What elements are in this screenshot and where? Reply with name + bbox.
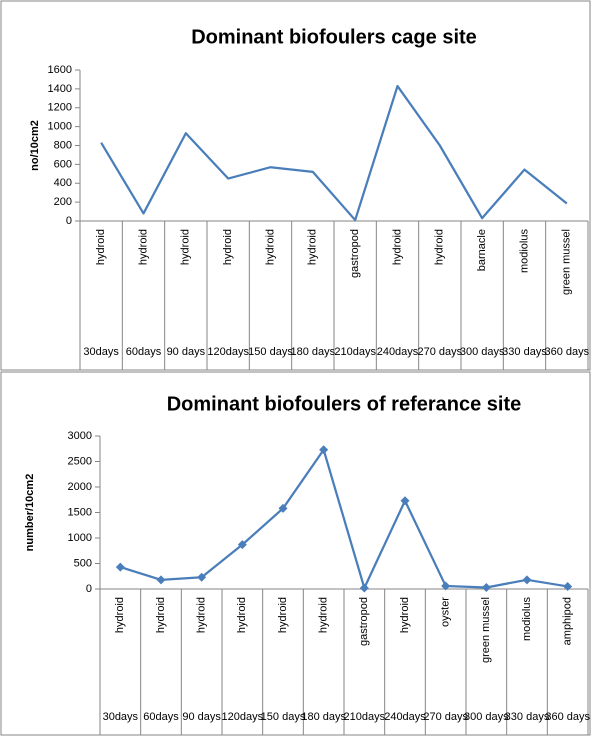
x-tick-label: hydroid [264, 229, 276, 265]
point-marker [319, 445, 329, 455]
y-axis-label: number/10cm2 [24, 474, 36, 552]
x-tick-label: hydroid [222, 229, 234, 265]
point-marker [441, 581, 451, 591]
chart-title: Dominant biofoulers of referance site [167, 393, 522, 415]
y-tick-label: 800 [54, 139, 72, 151]
point-marker [563, 581, 573, 591]
x-tick-label: hydroid [196, 597, 208, 633]
x-group-label: 240days [384, 711, 426, 723]
x-tick-label: hydroid [155, 597, 167, 633]
x-group-label: 60days [126, 346, 162, 358]
point-marker [115, 562, 125, 572]
y-tick-label: 0 [66, 215, 72, 227]
point-marker [237, 540, 247, 550]
y-tick-label: 1400 [48, 83, 72, 95]
x-group-label: 90 days [182, 711, 221, 723]
x-group-label: 240days [377, 346, 419, 358]
point-marker [197, 572, 207, 582]
x-group-label: 210days [334, 346, 376, 358]
line-series [119, 448, 568, 590]
x-tick-label: amphipod [562, 597, 574, 645]
y-tick-label: 1200 [48, 102, 72, 114]
point-marker [481, 582, 491, 592]
y-tick-label: 200 [54, 196, 72, 208]
x-tick-label: gastropod [349, 229, 361, 278]
y-axis-label: no/10cm2 [29, 120, 41, 171]
x-group-label: 330 days [502, 346, 547, 358]
x-group-label: 180 days [301, 711, 346, 723]
x-group-label: 360 days [545, 711, 590, 723]
y-tick-label: 1500 [68, 506, 92, 518]
x-group-label: 60days [143, 711, 179, 723]
x-group-label: 300 days [464, 711, 509, 723]
y-tick-label: 600 [54, 158, 72, 170]
x-tick-label: hydroid [391, 229, 403, 265]
point-marker [278, 503, 288, 513]
y-tick-label: 400 [54, 177, 72, 189]
x-group-label: 120days [207, 346, 249, 358]
x-group-label: 300 days [460, 346, 505, 358]
x-tick-label: hydroid [95, 229, 107, 265]
x-tick-label: green mussel [561, 229, 573, 295]
x-tick-label: hydroid [180, 229, 192, 265]
y-tick-label: 1000 [68, 532, 92, 544]
chart-border [0, 371, 591, 736]
x-group-label: 120days [222, 711, 264, 723]
y-tick-label: 2000 [68, 481, 92, 493]
x-group-label: 360 days [545, 346, 590, 358]
x-tick-label: hydroid [434, 229, 446, 265]
line-series [100, 84, 568, 222]
y-tick-label: 0 [86, 583, 92, 595]
y-tick-label: 3000 [68, 430, 92, 442]
x-tick-label: hydroid [236, 597, 248, 633]
x-tick-label: barnacle [476, 229, 488, 271]
chart-border [0, 0, 591, 371]
x-tick-label: hydroid [318, 597, 330, 633]
point-marker [359, 583, 369, 593]
point-marker [400, 496, 410, 506]
point-marker [156, 575, 166, 585]
x-group-label: 180 days [291, 346, 336, 358]
x-tick-label: modiolus [521, 597, 533, 642]
y-tick-label: 2500 [68, 455, 92, 467]
y-tick-label: 1000 [48, 121, 72, 133]
y-tick-label: 1600 [48, 64, 72, 76]
x-tick-label: hydroid [114, 597, 126, 633]
x-tick-label: hydroid [277, 597, 289, 633]
x-tick-label: green mussel [480, 597, 492, 663]
x-tick-label: oyster [440, 597, 452, 627]
x-group-label: 150 days [248, 346, 293, 358]
x-group-label: 270 days [418, 346, 463, 358]
chart-title: Dominant biofoulers cage site [191, 26, 477, 48]
x-group-label: 30days [83, 346, 119, 358]
x-group-label: 330 days [505, 711, 550, 723]
x-group-label: 30days [103, 711, 139, 723]
y-tick-label: 500 [74, 557, 92, 569]
x-tick-label: gastropod [358, 597, 370, 646]
x-group-label: 210days [344, 711, 386, 723]
x-tick-label: hydroid [307, 229, 319, 265]
x-group-label: 90 days [167, 346, 206, 358]
x-group-label: 270 days [423, 711, 468, 723]
point-marker [522, 575, 532, 585]
x-tick-label: hydroid [399, 597, 411, 633]
x-group-label: 150 days [261, 711, 306, 723]
x-tick-label: modiolus [518, 229, 530, 274]
x-tick-label: hydroid [137, 229, 149, 265]
